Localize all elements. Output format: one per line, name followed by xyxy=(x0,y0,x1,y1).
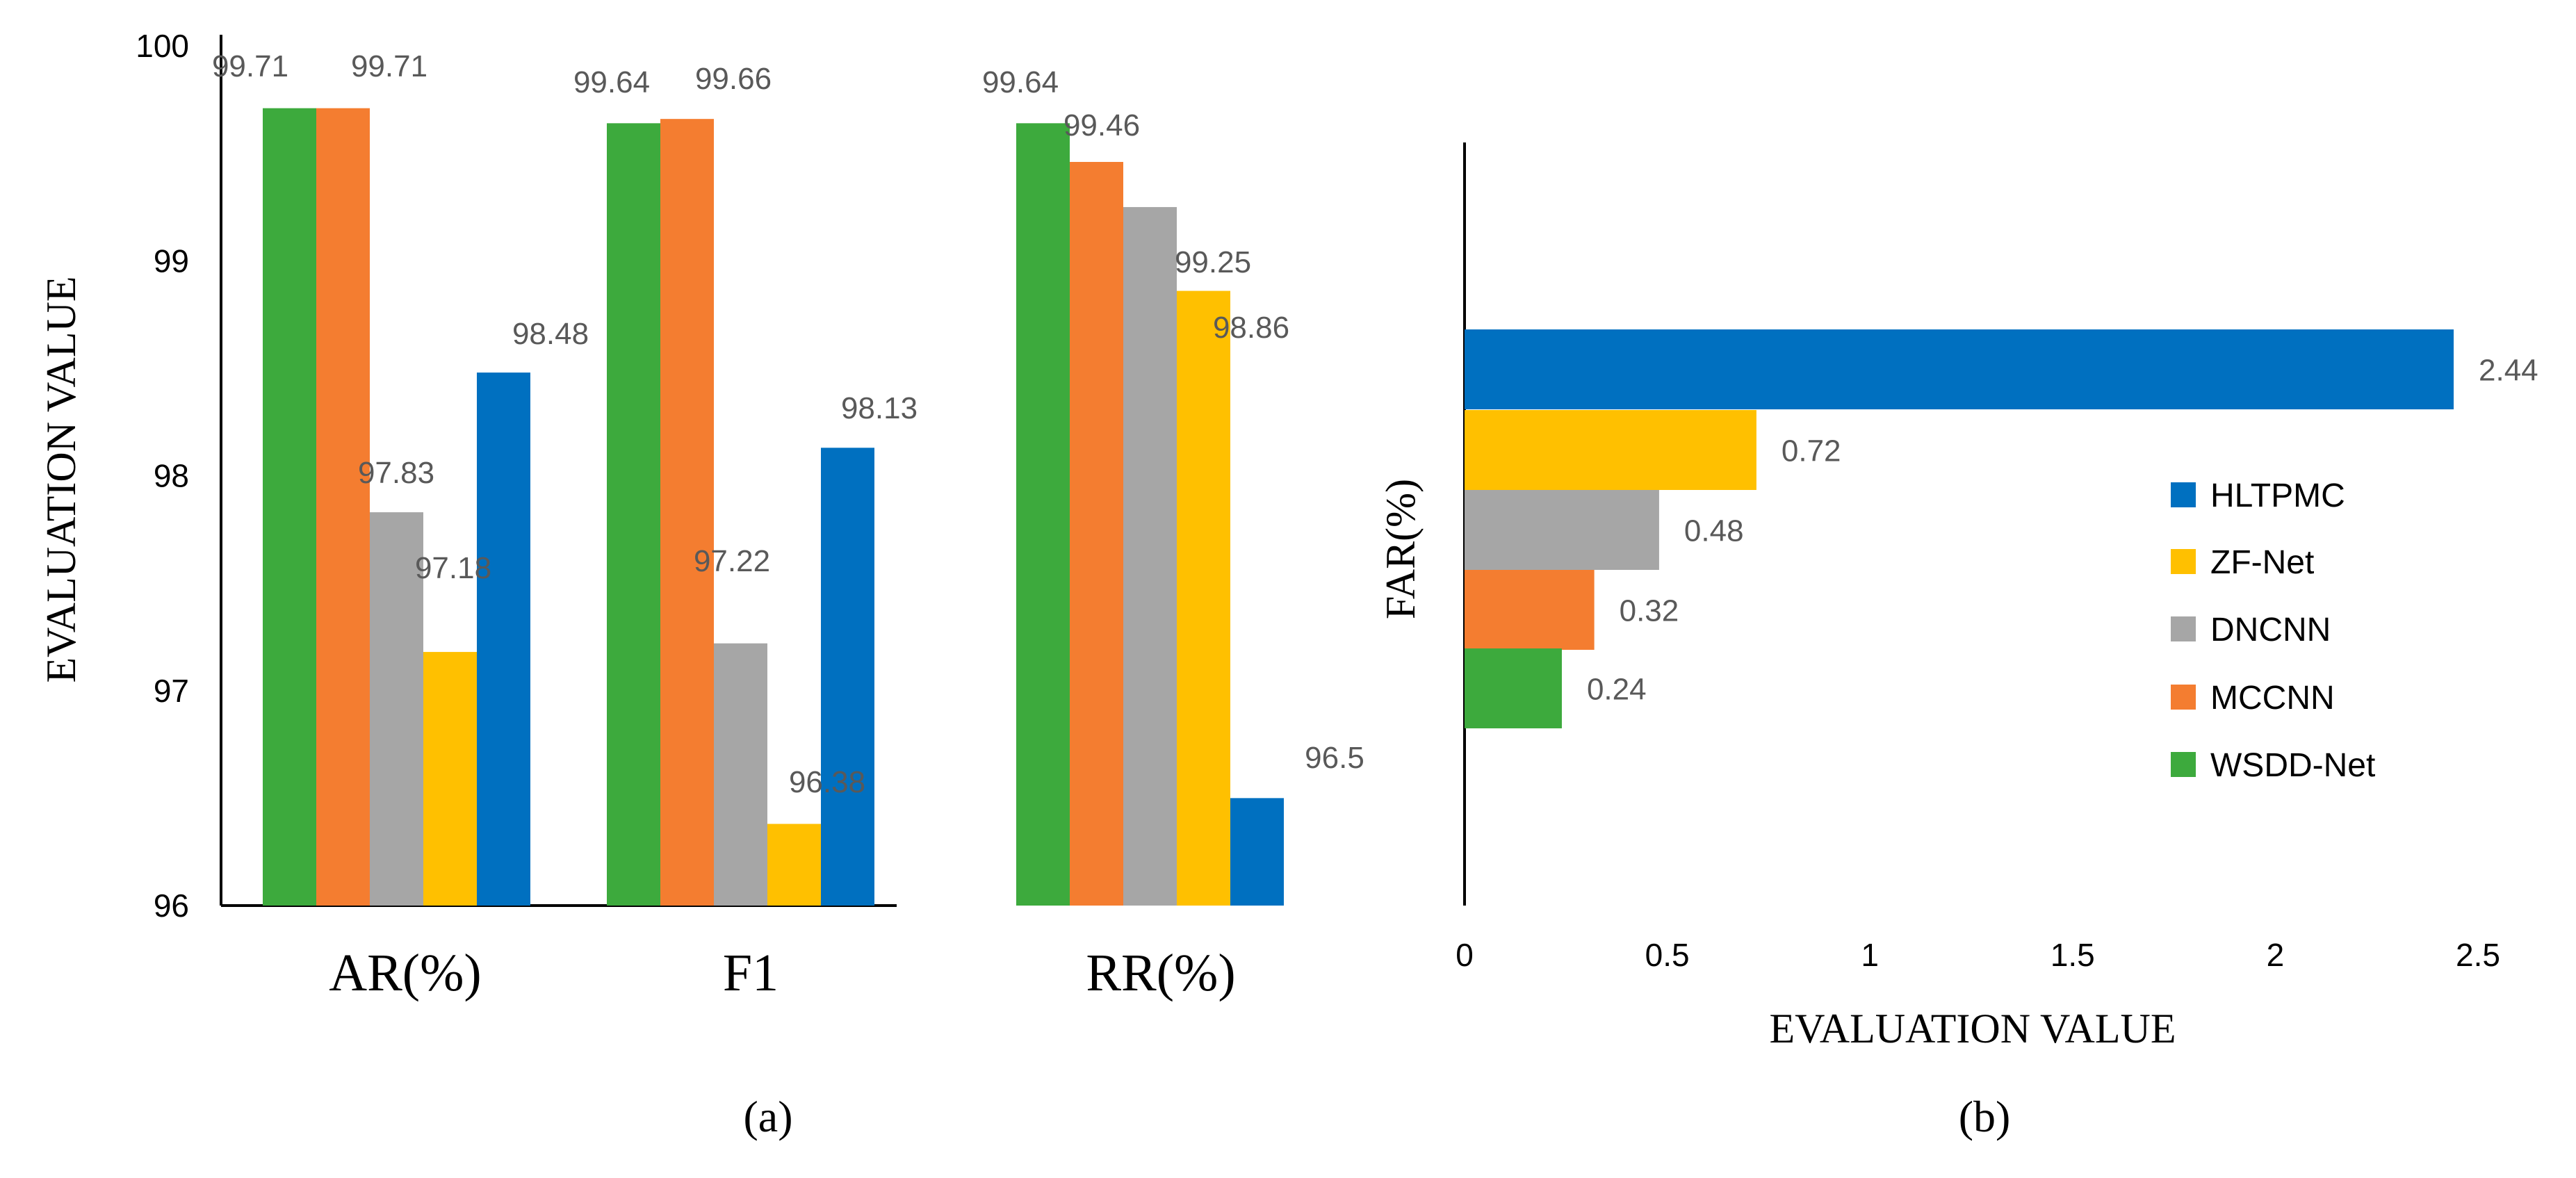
x-tick-label: 1 xyxy=(1861,937,1879,973)
category-label: F1 xyxy=(723,944,778,1002)
x-axis-title-b: EVALUATION VALUE xyxy=(1770,1006,2176,1052)
x-tick-label: 1.5 xyxy=(2051,937,2095,973)
bar-hltpmc-0 xyxy=(477,373,530,906)
panel-label-a: (a) xyxy=(743,1092,792,1141)
chart-b-horizontal-bar-chart: 0 0.5 1 1.5 2 2.5 2.44 0.72 0.48 0.32 0.24 HLTPMC ZF… xyxy=(1378,142,2538,1141)
x-tick-label: 0.5 xyxy=(1645,937,1690,973)
data-label-hltpmc: 2.44 xyxy=(2479,354,2538,388)
legend-swatch-wsdd-net xyxy=(2171,752,2196,777)
x-tick-label: 0 xyxy=(1456,937,1474,973)
x-tick-label: 2 xyxy=(2267,937,2285,973)
bar-hltpmc xyxy=(1465,329,2454,409)
bar-zf-net-2 xyxy=(1177,291,1230,906)
bar-dncnn-0 xyxy=(370,512,423,906)
bar-wsdd-net-1 xyxy=(607,123,660,906)
data-label-dncnn-1: 97.22 xyxy=(694,544,770,578)
data-label-zf-net: 0.72 xyxy=(1782,434,1841,468)
data-label-wsdd-net-0: 99.71 xyxy=(212,49,288,83)
data-label-zf-net-0: 97.18 xyxy=(415,551,491,585)
y-tick-label: 96 xyxy=(154,887,189,924)
data-label-dncnn-0: 97.83 xyxy=(358,456,434,490)
bar-dncnn-2 xyxy=(1123,206,1177,906)
bar-dncnn xyxy=(1465,490,1659,570)
legend-swatch-zf-net xyxy=(2171,549,2196,574)
legend-entry-mccnn: MCCNN xyxy=(2210,680,2335,717)
data-label-wsdd-net-1: 99.64 xyxy=(573,65,650,99)
data-label-mccnn-1: 99.66 xyxy=(695,62,772,96)
bar-zf-net xyxy=(1465,410,1756,490)
bar-dncnn-1 xyxy=(714,643,767,906)
bar-hltpmc-2 xyxy=(1230,798,1284,906)
y-tick-label: 99 xyxy=(154,243,189,279)
data-label-dncnn: 0.48 xyxy=(1684,514,1744,548)
legend-swatch-hltpmc xyxy=(2171,482,2196,507)
y-tick-label: 100 xyxy=(136,28,189,64)
data-label-zf-net-2: 98.86 xyxy=(1213,311,1289,345)
y-tick-label: 97 xyxy=(154,673,189,709)
legend-entry-hltpmc: HLTPMC xyxy=(2210,477,2345,514)
legend-swatch-mccnn xyxy=(2171,685,2196,710)
bar-mccnn-0 xyxy=(316,108,370,906)
bar-wsdd-net xyxy=(1465,648,1562,728)
data-label-dncnn-2: 99.25 xyxy=(1175,245,1251,279)
data-label-mccnn-0: 99.71 xyxy=(351,49,427,83)
data-label-mccnn: 0.32 xyxy=(1620,594,1679,628)
legend-entry-dncnn: DNCNN xyxy=(2210,612,2331,648)
x-tick-label: 2.5 xyxy=(2456,937,2500,973)
data-label-hltpmc-1: 98.13 xyxy=(841,391,918,425)
chart-a-bar-chart: 96 97 98 99 100 99.71 99.64 99.64 99.71 99.66 99.4… xyxy=(38,28,1364,1141)
bar-wsdd-net-2 xyxy=(1016,123,1070,906)
legend-entry-wsdd-net: WSDD-Net xyxy=(2210,747,2375,784)
bar-zf-net-1 xyxy=(767,824,821,906)
category-label: AR(%) xyxy=(329,944,482,1002)
data-label-zf-net-1: 96.38 xyxy=(789,765,865,799)
y-tick-label: 98 xyxy=(154,458,189,494)
panel-label-b: (b) xyxy=(1959,1092,2011,1141)
y-axis-title-b: FAR(%) xyxy=(1378,479,1424,619)
category-label: RR(%) xyxy=(1086,944,1235,1002)
data-label-mccnn-2: 99.46 xyxy=(1063,108,1140,142)
y-axis-title: EVALUATION VALUE xyxy=(38,277,84,683)
bar-zf-net-0 xyxy=(423,652,477,906)
bar-mccnn-2 xyxy=(1070,161,1123,906)
data-label-wsdd-net-2: 99.64 xyxy=(982,65,1059,99)
bar-hltpmc-1 xyxy=(821,448,874,906)
bar-mccnn-1 xyxy=(660,119,714,906)
bar-wsdd-net-0 xyxy=(263,108,316,906)
data-label-hltpmc-0: 98.48 xyxy=(512,317,589,351)
data-label-hltpmc-2: 96.5 xyxy=(1305,741,1364,775)
legend-swatch-dncnn xyxy=(2171,616,2196,641)
bar-mccnn xyxy=(1465,570,1595,650)
data-label-wsdd-net: 0.24 xyxy=(1587,673,1647,707)
legend-entry-zf-net: ZF-Net xyxy=(2210,544,2314,581)
